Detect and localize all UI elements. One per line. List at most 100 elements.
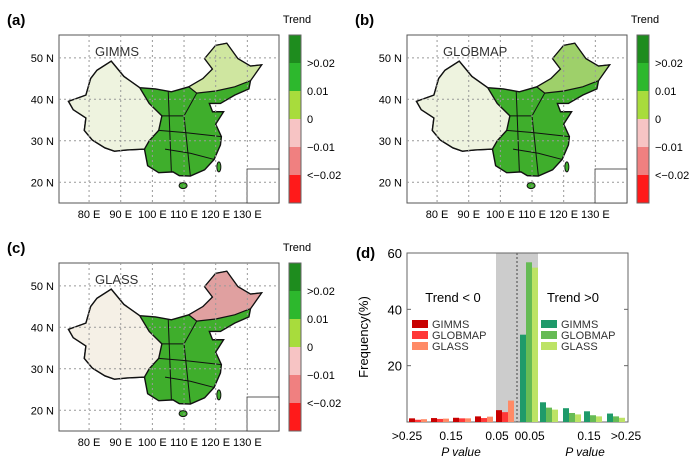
colorbar-segment (289, 91, 301, 119)
bar-glass-neg (443, 418, 449, 422)
province-border (164, 376, 215, 388)
colorbar-label: 0 (307, 342, 313, 354)
legend-label: GLASS (432, 341, 469, 353)
legend-label: GIMMS (432, 319, 469, 331)
colorbar-label: 0 (655, 114, 661, 126)
province-border (164, 148, 215, 160)
bar-gimms-pos (607, 413, 613, 422)
colorbar-label: −0.01 (655, 142, 683, 154)
lon-tick-label: 80 E (78, 209, 101, 221)
bar-glass-pos (575, 414, 581, 422)
colorbar-title: Trend (283, 14, 311, 26)
colorbar-title: Trend (631, 14, 659, 26)
province-border (158, 357, 222, 366)
colorbar-label: <−0.02 (655, 170, 689, 182)
colorbar-label: 0.01 (307, 86, 328, 98)
dataset-label: GLOBMAP (443, 44, 507, 59)
colorbar-segment (289, 375, 301, 403)
dataset-label: GLASS (95, 272, 139, 287)
taiwan-island (216, 389, 222, 401)
bar-globmap-neg (459, 418, 465, 422)
bar-glass-pos (532, 267, 538, 422)
legend-label: GIMMS (561, 319, 598, 331)
bar-globmap-pos (569, 412, 575, 422)
taiwan-island (216, 161, 222, 173)
colorbar-title: Trend (283, 242, 311, 254)
lat-tick-label: 50 N (379, 53, 402, 65)
colorbar-frame (288, 262, 302, 432)
south-china-sea-inset (594, 168, 628, 204)
group-title: Trend >0 (547, 290, 599, 305)
lat-tick-label: 30 N (31, 364, 54, 376)
bar-gimms-pos (563, 408, 569, 422)
y-tick-label: 60 (388, 246, 402, 261)
x-tick-label: >0.25 (392, 429, 423, 443)
lon-tick-label: 130 E (233, 209, 262, 221)
lat-tick-label: 50 N (31, 53, 54, 65)
colorbar-label: >0.02 (655, 58, 683, 70)
lon-tick-label: 90 E (109, 437, 132, 449)
lon-tick-label: 130 E (233, 437, 262, 449)
lon-tick-label: 130 E (581, 209, 610, 221)
colorbar-label: >0.02 (307, 58, 335, 70)
colorbar-segment (289, 347, 301, 375)
province-border (506, 129, 570, 138)
colorbar-segment (289, 147, 301, 175)
colorbar-segment (289, 119, 301, 147)
legend-label: GLOBMAP (432, 330, 486, 342)
lat-tick-label: 40 N (379, 94, 402, 106)
legend-swatch (412, 331, 428, 339)
legend-label: GLASS (561, 341, 598, 353)
chart-frame (406, 252, 629, 423)
bar-glass-pos (596, 416, 602, 422)
northeast-region (535, 42, 611, 94)
lon-tick-label: 100 E (138, 437, 167, 449)
lat-tick-label: 40 N (31, 322, 54, 334)
y-tick-label: 20 (388, 359, 402, 374)
colorbar-segment (289, 291, 301, 319)
western-region (415, 60, 511, 152)
lon-tick-label: 110 E (518, 209, 546, 221)
hainan-island (178, 410, 188, 418)
x-tick-label: 0.15 (439, 429, 463, 443)
panel-label: (d) (356, 245, 375, 262)
province-border (515, 90, 520, 172)
hainan-island (178, 182, 188, 190)
x-axis-label-left: P value (441, 445, 481, 459)
bar-globmap-neg (415, 419, 421, 422)
lat-tick-label: 20 N (31, 177, 54, 189)
south-china-sea-inset (246, 168, 280, 204)
lon-tick-label: 80 E (78, 437, 101, 449)
lon-tick-label: 90 E (109, 209, 132, 221)
lon-tick-label: 100 E (138, 209, 167, 221)
taiwan-island (564, 161, 570, 173)
bar-globmap-pos (526, 262, 532, 422)
panel-label: (c) (7, 240, 25, 257)
x-tick-label: 0.05 (521, 429, 545, 443)
bar-globmap-neg (481, 418, 487, 422)
bar-globmap-pos (546, 407, 552, 422)
bar-globmap-pos (613, 416, 619, 422)
province-border (183, 343, 191, 405)
colorbar-segment (289, 35, 301, 63)
y-axis-label: Frequency(%) (356, 296, 371, 378)
legend-swatch (541, 342, 557, 350)
colorbar-label: 0.01 (655, 86, 676, 98)
colorbar-segment (637, 63, 649, 91)
colorbar-frame (636, 34, 650, 204)
colorbar-label: >0.02 (307, 286, 335, 298)
bar-glass-neg (508, 400, 514, 422)
bar-gimms-neg (496, 410, 502, 422)
bar-globmap-neg (437, 418, 443, 422)
lon-tick-label: 100 E (486, 209, 515, 221)
bar-glass-pos (619, 417, 625, 422)
bar-globmap-neg (502, 412, 508, 422)
colorbar-segment (289, 403, 301, 431)
province-border (167, 90, 172, 172)
bar-glass-neg (487, 416, 493, 422)
x-tick-label: >0.25 (611, 429, 642, 443)
lon-tick-label: 120 E (201, 437, 230, 449)
panel-label: (b) (355, 12, 374, 29)
